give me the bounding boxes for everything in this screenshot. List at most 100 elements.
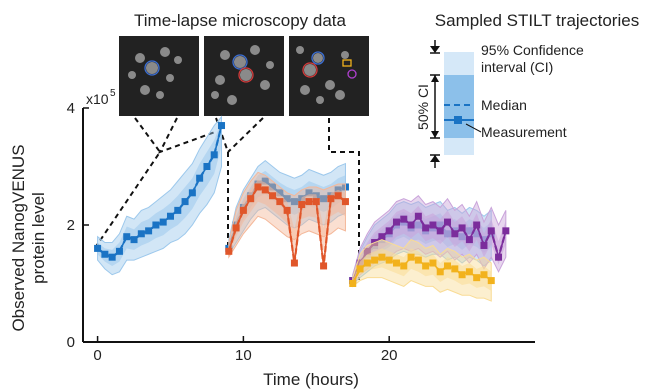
plot-area xyxy=(94,115,510,302)
data-point xyxy=(480,271,488,279)
legend-ci95-label: 95% Confidence xyxy=(481,42,584,58)
data-point xyxy=(247,195,255,203)
data-point xyxy=(473,221,481,229)
data-point xyxy=(94,244,102,252)
data-point xyxy=(298,201,306,209)
data-point xyxy=(327,195,335,203)
data-point xyxy=(130,236,138,244)
data-point xyxy=(305,189,313,197)
data-point xyxy=(436,268,444,276)
legend-measurement-marker xyxy=(454,116,462,124)
microscopy-title: Time-lapse microscopy data xyxy=(134,11,346,30)
data-point xyxy=(123,233,131,241)
y-tick-label: 2 xyxy=(67,217,75,234)
data-point xyxy=(320,195,328,203)
data-point xyxy=(378,233,386,241)
data-point xyxy=(276,198,284,206)
data-point xyxy=(444,262,452,270)
data-point xyxy=(101,250,109,258)
data-point xyxy=(392,259,400,267)
data-point xyxy=(429,259,437,267)
data-point xyxy=(363,247,371,255)
data-point xyxy=(422,262,430,270)
data-point xyxy=(422,224,430,232)
ticks: 0 10 20 0 2 4 xyxy=(67,100,398,364)
data-point xyxy=(232,224,240,232)
y-axis-label-line1: Observed NanogVENUS xyxy=(9,144,28,331)
data-point xyxy=(378,253,386,261)
data-point xyxy=(385,227,393,235)
y-axis-label-line2: protein level xyxy=(29,192,48,284)
series-orange-segment-2 xyxy=(225,171,349,270)
data-point xyxy=(290,259,298,267)
data-point xyxy=(152,221,160,229)
legend-ci50-label: 50% CI xyxy=(415,84,431,130)
data-point xyxy=(159,218,167,226)
data-point xyxy=(115,247,123,255)
data-point xyxy=(363,259,371,267)
y-tick-label: 0 xyxy=(67,334,75,351)
confidence-band-50 xyxy=(97,121,222,266)
data-point xyxy=(181,198,189,206)
data-point xyxy=(385,256,393,264)
data-point xyxy=(320,262,328,270)
data-point xyxy=(451,230,459,238)
data-point xyxy=(400,215,408,223)
data-point xyxy=(400,262,408,270)
data-point xyxy=(334,192,342,200)
data-point xyxy=(429,221,437,229)
data-point xyxy=(290,198,298,206)
data-point xyxy=(203,163,211,170)
x-tick-label: 10 xyxy=(235,347,252,364)
data-point xyxy=(239,206,247,214)
x-axis-label: Time (hours) xyxy=(263,370,359,389)
data-point xyxy=(458,271,466,279)
y-multiplier-exponent: 5 xyxy=(110,88,116,99)
data-point xyxy=(261,186,269,194)
x-tick-label: 20 xyxy=(381,347,398,364)
measurement-line xyxy=(352,214,507,281)
data-point xyxy=(465,268,473,276)
series-yellow-segment-3 xyxy=(349,239,495,302)
confidence-band-50 xyxy=(352,205,506,283)
data-point xyxy=(451,265,459,273)
data-point xyxy=(188,189,196,197)
data-point xyxy=(283,206,291,214)
data-point xyxy=(407,221,415,229)
data-point xyxy=(305,198,313,206)
data-point xyxy=(444,218,452,226)
data-point xyxy=(341,198,349,206)
data-point xyxy=(480,241,488,249)
data-point xyxy=(392,218,400,226)
legend-title: Sampled STILT trajectories xyxy=(435,11,639,30)
data-point xyxy=(502,227,510,235)
data-point xyxy=(276,189,284,197)
data-point xyxy=(218,122,226,130)
legend-ci95-label-2: interval (CI) xyxy=(481,59,553,75)
data-point xyxy=(487,277,495,285)
series-blue-segment-1 xyxy=(94,115,226,276)
data-point xyxy=(349,280,357,287)
data-point xyxy=(254,183,262,191)
data-point xyxy=(414,256,422,264)
data-point xyxy=(269,183,277,191)
data-point xyxy=(261,177,269,185)
data-point xyxy=(225,247,233,255)
data-point xyxy=(283,195,291,203)
data-point xyxy=(487,227,495,235)
legend-measurement-label: Measurement xyxy=(481,124,567,140)
data-point xyxy=(371,256,379,264)
data-point xyxy=(108,253,116,261)
data-point xyxy=(166,212,174,220)
data-point xyxy=(436,227,444,235)
data-point xyxy=(210,151,218,159)
data-point xyxy=(414,212,422,220)
data-point xyxy=(495,253,503,261)
legend-median-label: Median xyxy=(481,97,527,113)
data-point xyxy=(473,274,481,282)
data-point xyxy=(312,198,320,206)
y-tick-label: 4 xyxy=(67,100,75,117)
data-point xyxy=(145,227,153,235)
legend: 95% Confidence interval (CI) 50% CI Medi… xyxy=(415,40,584,168)
